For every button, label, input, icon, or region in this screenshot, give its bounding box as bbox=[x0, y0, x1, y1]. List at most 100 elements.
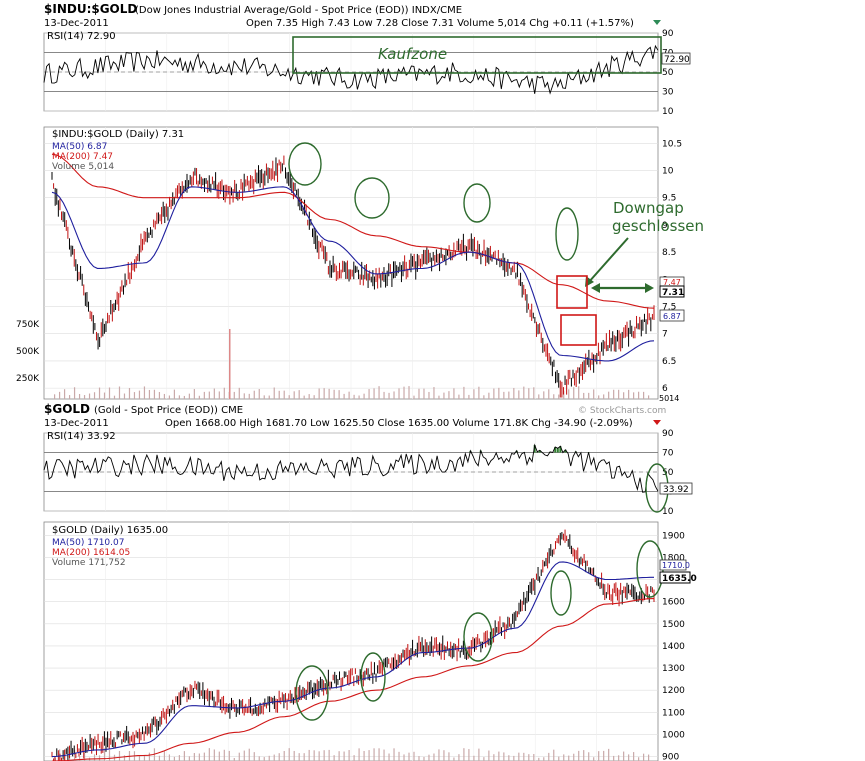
bottom-price-volume-bar bbox=[173, 756, 175, 761]
bottom-symbol: $GOLD bbox=[44, 402, 90, 416]
top-price-volume-bar bbox=[308, 394, 310, 399]
bottom-price-tick-label: 1200 bbox=[662, 686, 685, 696]
bottom-price-volume-bar bbox=[448, 752, 450, 761]
top-price-volume-bar bbox=[528, 388, 530, 399]
top-price-volume-bar bbox=[358, 395, 360, 399]
top-price-volume-bar bbox=[98, 387, 101, 399]
top-rsi-tick-label: 90 bbox=[662, 29, 674, 39]
bottom-price-volume-bar bbox=[458, 754, 460, 761]
top-price-volume-tick: 750K bbox=[16, 320, 40, 330]
top-price-volume-bar bbox=[268, 395, 270, 399]
bottom-price-volume-bar bbox=[183, 751, 185, 761]
bottom-price-volume-bar bbox=[648, 754, 650, 761]
top-price-volume-bar bbox=[598, 395, 600, 399]
top-price-volume-bar bbox=[533, 387, 535, 399]
top-price-volume-bar bbox=[83, 395, 86, 399]
gap-box-upper bbox=[556, 275, 588, 309]
top-price-volume-bar bbox=[348, 391, 350, 399]
bottom-price-volume-bar bbox=[288, 748, 290, 761]
bottom-price-volume-bar bbox=[223, 749, 225, 761]
top-price-volume-bar bbox=[558, 394, 560, 399]
top-price-volume-bar bbox=[78, 393, 81, 399]
bottom-price-volume-bar bbox=[143, 755, 146, 761]
top-price-volume-bar bbox=[493, 388, 495, 399]
top-price-volume-bar bbox=[283, 390, 285, 399]
bottom-price-volume-bar bbox=[403, 754, 405, 761]
top-price-volume-bar bbox=[438, 395, 440, 399]
top-price-volume-bar bbox=[548, 389, 550, 399]
bottom-price-volume-bar bbox=[248, 748, 250, 761]
top-price-volume-bar bbox=[523, 386, 525, 399]
bottom-price-volume-bar bbox=[218, 751, 220, 761]
top-price-volume-bar bbox=[398, 388, 400, 399]
top-price-volume-bar bbox=[363, 393, 365, 399]
bottom-price-volume-bar bbox=[588, 752, 590, 761]
top-price-volume-bar bbox=[373, 388, 375, 399]
bottom-price-tick-label: 1100 bbox=[662, 708, 685, 718]
top-price-volume-bar bbox=[188, 393, 190, 399]
top-price-volume-bar bbox=[63, 389, 66, 399]
bottom-price-volume-bar bbox=[563, 754, 565, 761]
top-price-label: $INDU:$GOLD (Daily) 7.31 bbox=[52, 129, 184, 140]
top-price-volume-bar bbox=[183, 395, 185, 399]
top-price-volume-bar bbox=[563, 390, 565, 399]
top-circle-3 bbox=[463, 183, 491, 223]
bottom-rsi-value: 33.92 bbox=[663, 485, 689, 495]
top-rsi-panel: 1030507090 bbox=[43, 29, 674, 117]
bottom-price-volume-bar bbox=[633, 752, 635, 761]
kaufzone-box bbox=[292, 36, 662, 74]
bottom-price-volume-bar bbox=[643, 753, 645, 761]
top-price-volume-bar bbox=[453, 388, 455, 399]
bottom-price-volume-bar bbox=[363, 750, 365, 761]
bottom-price-tick-label: 1800 bbox=[662, 553, 685, 563]
bottom-price-volume-bar bbox=[438, 749, 440, 761]
top-price-volume-bar bbox=[508, 391, 510, 399]
top-price-volume-bar bbox=[278, 390, 280, 399]
bottom-price-volume-bar bbox=[118, 750, 121, 761]
bottom-price-volume-bar bbox=[238, 752, 240, 761]
top-price-volume-bar bbox=[488, 392, 490, 399]
top-price-tick-label: 8.5 bbox=[662, 248, 676, 258]
top-price-volume-bar bbox=[408, 386, 410, 399]
bottom-price-volume-bar bbox=[258, 756, 260, 761]
top-price-volume-tick: 500K bbox=[16, 347, 40, 357]
bottom-price-volume-bar bbox=[108, 750, 111, 761]
top-price-volume-bar bbox=[578, 386, 580, 399]
bottom-rsi-tick-label: 10 bbox=[662, 507, 674, 517]
top-price-volume-bar bbox=[148, 389, 151, 399]
bottom-price-volume-bar bbox=[123, 755, 126, 761]
top-price-volume-bar bbox=[158, 392, 161, 399]
top-price-volume-bar bbox=[113, 395, 116, 399]
bottom-price-volume-bar bbox=[253, 752, 255, 761]
top-price-volume-bar bbox=[433, 387, 435, 399]
bottom-price-volume-bar bbox=[368, 750, 370, 761]
top-price-volume-bar bbox=[273, 387, 275, 399]
bottom-price-panel: 9001000110012001300140015001600170018001… bbox=[43, 521, 685, 761]
bottom-price-volume-bar bbox=[78, 756, 81, 761]
top-price-volume-bar bbox=[503, 391, 505, 399]
top-price-volume-bar bbox=[263, 395, 265, 399]
top-price-tick-label: 6.5 bbox=[662, 357, 676, 367]
bottom-price-tick-label: 900 bbox=[662, 753, 679, 761]
top-price-volume-bar bbox=[243, 393, 245, 399]
bottom-price-volume-bar bbox=[198, 753, 200, 761]
bottom-price-volume-bar bbox=[408, 752, 410, 761]
bottom-price-tick-label: 1600 bbox=[662, 598, 685, 608]
bottom-price-volume-bar bbox=[203, 752, 205, 761]
top-price-volume-bar bbox=[648, 395, 650, 399]
top-circle-4 bbox=[555, 207, 579, 261]
bottom-price-volume-bar bbox=[498, 751, 500, 761]
bottom-price-volume-bar bbox=[243, 750, 245, 761]
bottom-price-volume-bar bbox=[73, 749, 76, 761]
bottom-price-volume-bar bbox=[313, 750, 315, 761]
top-price-volume-bar bbox=[58, 391, 61, 399]
top-price-ma200-line bbox=[51, 153, 655, 309]
top-price-volume-bar bbox=[543, 391, 545, 399]
bottom-price-volume-bar bbox=[278, 753, 280, 761]
bottom-ma50-label: MA(50) 1710.07 bbox=[52, 538, 124, 548]
top-price-volume-bar bbox=[423, 388, 425, 399]
top-price-volume-bar bbox=[233, 391, 235, 399]
top-circle-1 bbox=[288, 142, 322, 186]
bottom-date: 13-Dec-2011 bbox=[44, 418, 109, 429]
